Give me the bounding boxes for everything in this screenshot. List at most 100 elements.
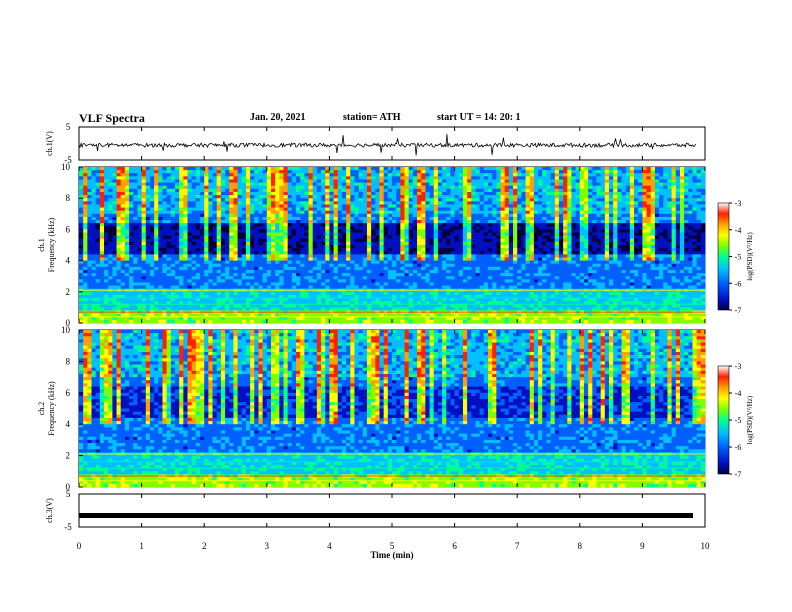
spec-cell <box>162 251 168 255</box>
spec-cell <box>124 188 130 193</box>
spec-cell <box>579 170 585 174</box>
spec-cell <box>129 213 134 218</box>
spec-cell <box>137 257 142 261</box>
spec-cell <box>350 260 355 265</box>
spec-cell <box>617 179 622 183</box>
spec-cell <box>504 220 510 224</box>
spec-cell <box>174 238 180 243</box>
spec-cell <box>187 185 193 190</box>
spec-cell <box>533 195 539 199</box>
spec-cell <box>216 167 222 171</box>
spec-cell <box>396 185 401 190</box>
spec-cell <box>99 210 105 215</box>
spec-cell <box>145 191 151 196</box>
chart-title: VLF Spectra <box>79 111 145 125</box>
spec-cell <box>454 185 460 190</box>
spec-cell <box>254 235 259 240</box>
spec-cell <box>279 241 284 246</box>
spec-cell <box>421 213 426 218</box>
spec-cell <box>471 167 476 171</box>
spec-cell <box>149 238 155 243</box>
spec-cell <box>696 241 702 246</box>
spec-cell <box>341 266 347 271</box>
spec-cell <box>609 204 614 208</box>
spec-cell <box>600 235 606 240</box>
spec-cell <box>513 226 518 230</box>
spec-cell <box>396 195 401 199</box>
spec-cell <box>275 266 280 271</box>
spec-cell <box>567 241 572 246</box>
spec-cell <box>412 257 418 261</box>
spec-cell <box>116 241 122 246</box>
spec-cell <box>542 201 547 205</box>
spec-cell <box>283 241 289 246</box>
spec-cell <box>400 266 405 271</box>
spec-cell <box>79 188 84 193</box>
spec-cell <box>371 182 376 187</box>
spec-cell <box>671 266 677 271</box>
spec-cell <box>454 173 460 177</box>
spec-cell <box>483 223 489 227</box>
spec-cell <box>104 251 109 255</box>
spec-cell <box>250 188 255 193</box>
spec-cell <box>162 235 168 240</box>
spec-cell <box>108 185 113 190</box>
spec-cell <box>554 198 560 202</box>
spec-cell <box>675 248 681 252</box>
spec-cell <box>204 176 209 180</box>
spec-cell <box>417 204 422 208</box>
spec-cell <box>108 173 113 177</box>
spec-cell <box>425 235 430 240</box>
spec-cell <box>400 260 405 265</box>
spec-cell <box>563 198 568 202</box>
spec-cell <box>688 245 693 249</box>
spec-cell <box>692 232 698 237</box>
spec-cell <box>208 260 213 265</box>
spec-cell <box>642 235 647 240</box>
spec-cell <box>296 170 301 174</box>
spec-cell <box>392 241 397 246</box>
spec-cell <box>170 167 176 171</box>
spec-cell <box>583 260 589 265</box>
spec-cell <box>412 238 418 243</box>
spec-cell <box>308 173 314 177</box>
spec-cell <box>609 248 614 252</box>
spec-cell <box>341 220 347 224</box>
spec-cell <box>104 220 109 224</box>
spec-cell <box>613 176 618 180</box>
spec-cell <box>525 191 531 196</box>
spec-cell <box>667 263 673 268</box>
spec-cell <box>533 257 539 261</box>
spec-cell <box>596 260 602 265</box>
spec-cell <box>588 191 593 196</box>
spec-cell <box>191 216 197 221</box>
spec-cell <box>212 241 218 246</box>
spec-cell <box>99 235 105 240</box>
spec-cell <box>296 191 301 196</box>
spec-cell <box>341 188 347 193</box>
spec-cell <box>609 260 614 265</box>
spec-cell <box>179 229 184 233</box>
spec-cell <box>550 188 556 193</box>
spec-cell <box>83 232 88 237</box>
spec-cell <box>137 182 142 187</box>
spec-cell <box>366 170 372 174</box>
spec-cell <box>604 251 610 255</box>
spec-cell <box>421 195 426 199</box>
spec-cell <box>429 229 435 233</box>
spec-cell <box>504 204 510 208</box>
spec-cell <box>158 257 163 261</box>
spec-cell <box>95 232 101 237</box>
spec-cell <box>634 173 639 177</box>
spec-cell <box>162 266 168 271</box>
spec-cell <box>421 198 426 202</box>
spec-cell <box>87 235 92 240</box>
spec-cell <box>563 260 568 265</box>
spec-cell <box>279 245 284 249</box>
spec-cell <box>487 251 493 255</box>
spec-cell <box>225 266 230 271</box>
spec-cell <box>437 260 443 265</box>
spec-cell <box>692 185 698 190</box>
spec-cell <box>404 170 410 174</box>
spec-cell <box>241 167 247 171</box>
